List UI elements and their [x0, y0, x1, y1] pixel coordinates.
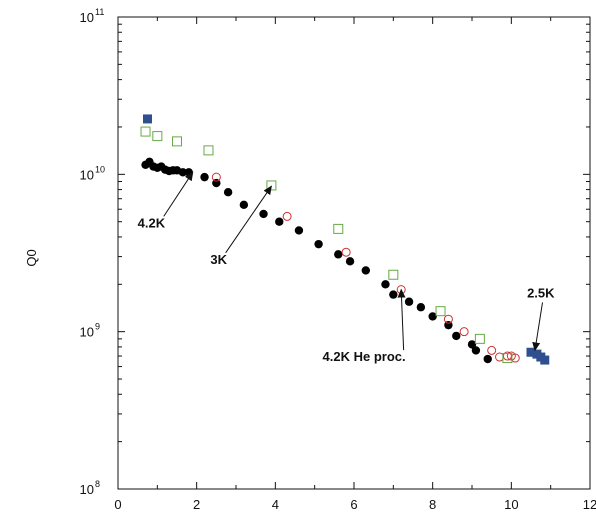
y-tick-exponent: 10	[95, 164, 105, 174]
data-point-filled-square	[526, 347, 536, 357]
data-point-filled-circle	[200, 172, 209, 182]
y-tick-label: 10 8	[80, 479, 100, 497]
x-tick-label: 2	[193, 497, 200, 512]
plot-frame	[117, 16, 591, 490]
data-point-filled-circle	[428, 312, 437, 321]
x-tick-label: 8	[429, 497, 436, 512]
y-tick-base: 10	[80, 167, 94, 182]
data-point-filled-circle	[334, 250, 343, 259]
y-tick-exponent: 9	[95, 322, 100, 332]
data-point-open-circle	[459, 327, 469, 337]
annotations: 4.2K 3K 4.2K He proc. 2.5K	[138, 171, 555, 364]
x-tick-label: 6	[350, 497, 357, 512]
data-point-open-square	[502, 353, 513, 364]
x-tick-label: 0	[114, 497, 121, 512]
data-point-filled-circle	[416, 303, 426, 312]
data-point-open-square	[172, 136, 182, 147]
y-tick-base: 10	[80, 10, 94, 25]
data-point-open-square	[333, 223, 344, 234]
x-tick-label: 12	[583, 497, 596, 512]
data-point-filled-circle	[452, 331, 461, 341]
data-point-open-circle	[341, 247, 351, 257]
y-tick-label: 10 11	[80, 7, 105, 25]
x-tick-label: 10	[504, 497, 518, 512]
y-tick-exponent: 11	[95, 7, 104, 17]
annotation-arrow	[397, 288, 406, 351]
data-point-open-square	[203, 145, 214, 156]
data-point-open-circle	[487, 345, 497, 355]
series-filled-circle	[141, 157, 492, 364]
data-point-open-square	[388, 269, 399, 280]
data-point-filled-circle	[404, 297, 414, 306]
x-tick-label: 4	[272, 497, 279, 512]
y-tick-label: 10 9	[80, 322, 100, 340]
data-point-filled-circle	[314, 239, 323, 249]
data-point-filled-circle	[223, 187, 233, 197]
data-point-open-circle	[510, 353, 520, 363]
data-point-filled-circle	[345, 257, 355, 266]
y-tick-base: 10	[80, 482, 94, 497]
y-tick-label: 10 10	[80, 164, 105, 182]
data-point-filled-square	[143, 114, 152, 124]
annotation-arrow	[225, 185, 272, 254]
data-point-open-square	[266, 180, 277, 191]
tick-marks	[117, 16, 591, 490]
series-filled-square	[143, 114, 550, 365]
data-point-filled-circle	[239, 200, 249, 210]
series-open-circle	[211, 172, 520, 363]
data-point-filled-circle	[471, 346, 481, 355]
data-point-open-square	[140, 126, 151, 137]
data-point-open-square	[152, 131, 163, 142]
data-point-open-circle	[211, 172, 221, 182]
y-axis-title: Q0	[24, 249, 39, 266]
annotation-label: 4.2K He proc.	[323, 349, 406, 364]
data-point-filled-circle	[381, 280, 390, 289]
y-tick-base: 10	[80, 325, 94, 340]
annotation-label: 3K	[210, 252, 227, 267]
data-point-filled-circle	[389, 290, 398, 299]
data-point-open-circle	[443, 314, 453, 324]
annotation-label: 4.2K	[138, 215, 166, 230]
data-point-filled-circle	[275, 217, 284, 226]
series-open-square	[140, 126, 513, 364]
data-point-open-circle	[495, 352, 505, 362]
data-point-filled-circle	[361, 266, 370, 275]
data-point-open-square	[474, 333, 485, 344]
data-point-filled-circle	[294, 226, 304, 235]
data-point-filled-circle	[259, 209, 268, 219]
annotation-arrow	[163, 171, 194, 217]
annotation-label: 2.5K	[527, 285, 555, 300]
data-point-open-square	[435, 306, 446, 317]
data-point-filled-square	[540, 355, 550, 365]
y-tick-exponent: 8	[95, 479, 100, 489]
data-marks	[140, 114, 550, 365]
data-point-filled-circle	[467, 340, 477, 349]
data-point-filled-circle	[483, 354, 492, 364]
data-point-open-circle	[282, 211, 292, 221]
data-point-filled-circle	[184, 168, 193, 177]
annotation-arrow	[532, 302, 543, 352]
